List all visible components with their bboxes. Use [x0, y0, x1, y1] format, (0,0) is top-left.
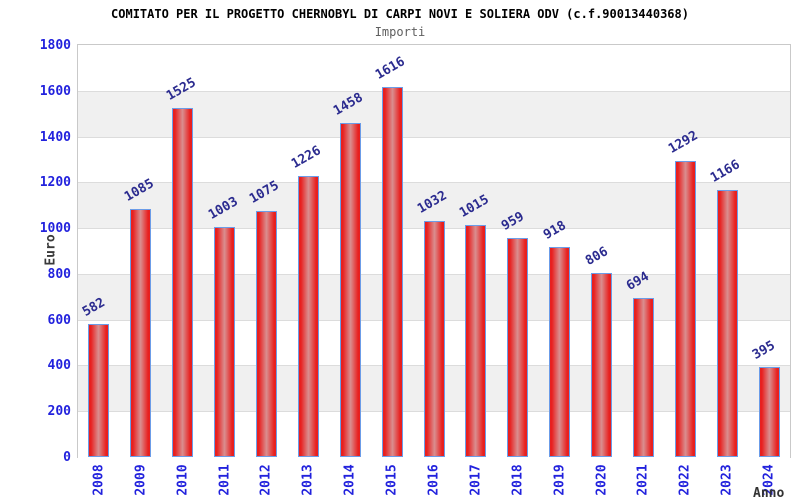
x-tick-label: 2019: [552, 464, 568, 496]
x-tick-label: 2014: [342, 464, 358, 496]
y-axis-title: Euro: [43, 234, 59, 266]
bar-2014: [339, 123, 361, 457]
y-tick-label: 1200: [39, 175, 71, 191]
bar-2009: [130, 208, 152, 457]
x-tick-label: 2021: [635, 464, 651, 496]
bar-2021: [632, 298, 654, 457]
bar-2018: [507, 237, 529, 457]
y-tick-label: 1000: [39, 221, 71, 237]
x-tick-label: 2023: [719, 464, 735, 496]
x-tick-label: 2012: [258, 464, 274, 496]
chart-subtitle: Importi: [374, 25, 426, 39]
bar-2013: [297, 176, 319, 457]
chart-title: COMITATO PER IL PROGETTO CHERNOBYL DI CA…: [111, 7, 689, 21]
y-tick-label: 400: [47, 358, 71, 374]
bar-2022: [674, 161, 696, 457]
y-tick-label: 1400: [39, 129, 71, 145]
x-tick-label: 2018: [510, 464, 526, 496]
bar-2016: [423, 220, 445, 457]
bar-2023: [716, 190, 738, 457]
y-tick-label: 1800: [39, 38, 71, 53]
bar-2015: [381, 87, 403, 457]
x-axis-title: Anno: [753, 486, 785, 500]
x-tick-label: 2016: [426, 464, 442, 496]
y-tick-label: 0: [63, 450, 71, 465]
x-tick-label: 2013: [300, 464, 316, 496]
bar-2012: [255, 210, 277, 457]
x-tick-label: 2017: [468, 464, 484, 496]
bar-2020: [591, 272, 613, 457]
x-tick-label: 2015: [384, 464, 400, 496]
x-tick-label: 2009: [133, 464, 149, 496]
bar-2008: [88, 323, 110, 457]
bar-2024: [758, 366, 780, 457]
plot-band: [78, 90, 790, 138]
bar-2019: [549, 246, 571, 457]
y-tick-label: 600: [47, 312, 71, 328]
y-axis-labels: 0 200 400 600 800 1000 1200 1400 1600 1800: [0, 0, 71, 500]
bar-2010: [172, 107, 194, 457]
y-tick-label: 800: [47, 266, 71, 282]
x-tick-label: 2008: [91, 464, 107, 496]
plot-area: 582 1085 1525 1003 1075 1226 1458 1616 1032 1015 9…: [77, 44, 791, 458]
plot-band: [78, 45, 790, 91]
x-tick-label: 2020: [594, 464, 610, 496]
bar-2011: [214, 227, 236, 457]
plot-band: [78, 136, 790, 184]
x-tick-label: 2010: [175, 464, 191, 496]
bar-2017: [465, 224, 487, 457]
y-tick-label: 200: [47, 404, 71, 420]
y-tick-label: 1600: [39, 83, 71, 99]
x-tick-label: 2022: [677, 464, 693, 496]
x-tick-label: 2011: [217, 464, 233, 496]
